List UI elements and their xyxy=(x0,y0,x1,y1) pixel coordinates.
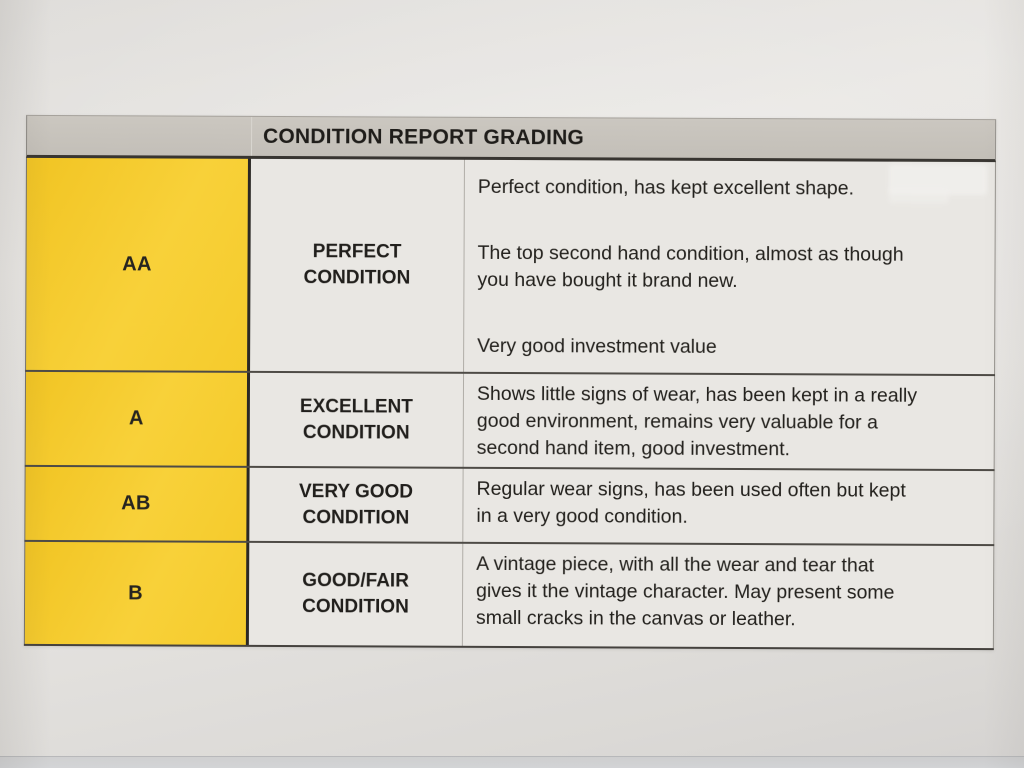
description-paragraph: The top second hand condition, almost as… xyxy=(477,241,904,292)
condition-name-cell-a: EXCELLENT CONDITION xyxy=(249,372,465,467)
table-row-aa: AA PERFECT CONDITION Perfect condition, … xyxy=(25,157,996,377)
description-cell-b: A vintage piece, with all the wear and t… xyxy=(462,543,995,649)
table-header-row: CONDITION REPORT GRADING xyxy=(25,114,997,163)
description-cell-aa: Perfect condition, has kept excellent sh… xyxy=(464,159,996,375)
description-paragraph: Perfect condition, has kept excellent sh… xyxy=(477,175,855,200)
description-cell-ab: Regular wear signs, has been used often … xyxy=(463,468,995,545)
description-paragraph: A vintage piece, with all the wear and t… xyxy=(475,552,895,631)
photo-bottom-edge xyxy=(0,756,1024,768)
grade-cell-a: A xyxy=(24,371,251,466)
description-paragraph: Very good investment value xyxy=(477,334,717,358)
table-title: CONDITION REPORT GRADING xyxy=(263,124,585,149)
table-row-b: B GOOD/FAIR CONDITION A vintage piece, w… xyxy=(23,541,995,651)
grade-cell-b: B xyxy=(23,541,250,645)
condition-name-cell-aa: PERFECT CONDITION xyxy=(250,158,465,372)
table-row-ab: AB VERY GOOD CONDITION Regular wear sign… xyxy=(24,466,995,547)
description-paragraph: Regular wear signs, has been used often … xyxy=(476,477,906,528)
table-row-a: A EXCELLENT CONDITION Shows little signs… xyxy=(24,371,996,472)
condition-name-cell-b: GOOD/FAIR CONDITION xyxy=(248,542,464,646)
grade-cell-aa: AA xyxy=(25,157,251,371)
condition-report-table: CONDITION REPORT GRADING AA PERFECT COND… xyxy=(23,114,997,651)
header-grade-column-segment xyxy=(26,115,253,156)
grade-cell-ab: AB xyxy=(24,466,250,541)
description-cell-a: Shows little signs of wear, has been kep… xyxy=(463,373,996,470)
description-paragraph: Shows little signs of wear, has been kep… xyxy=(476,382,918,461)
condition-name-cell-ab: VERY GOOD CONDITION xyxy=(249,467,464,542)
